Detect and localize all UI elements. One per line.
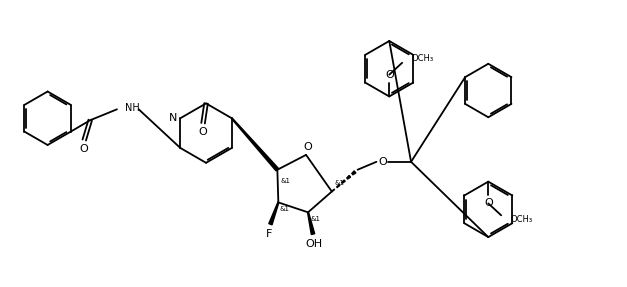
Text: OCH₃: OCH₃ xyxy=(510,215,532,224)
Text: O: O xyxy=(378,157,387,167)
Polygon shape xyxy=(231,118,278,171)
Text: O: O xyxy=(199,127,208,137)
Text: O: O xyxy=(80,144,88,154)
Text: O: O xyxy=(303,142,312,152)
Polygon shape xyxy=(342,180,345,183)
Polygon shape xyxy=(347,175,350,179)
Polygon shape xyxy=(352,171,356,175)
Text: &1: &1 xyxy=(280,206,289,212)
Polygon shape xyxy=(269,202,279,225)
Polygon shape xyxy=(337,185,340,187)
Text: N: N xyxy=(169,113,177,123)
Text: NH: NH xyxy=(125,103,140,113)
Text: &1: &1 xyxy=(310,216,320,222)
Text: &1: &1 xyxy=(335,180,345,186)
Text: OH: OH xyxy=(305,239,322,249)
Text: O: O xyxy=(484,198,493,208)
Polygon shape xyxy=(308,212,315,234)
Polygon shape xyxy=(332,189,335,192)
Text: O: O xyxy=(385,70,394,80)
Text: F: F xyxy=(266,229,273,239)
Text: &1: &1 xyxy=(280,178,290,184)
Text: OCH₃: OCH₃ xyxy=(411,54,433,63)
